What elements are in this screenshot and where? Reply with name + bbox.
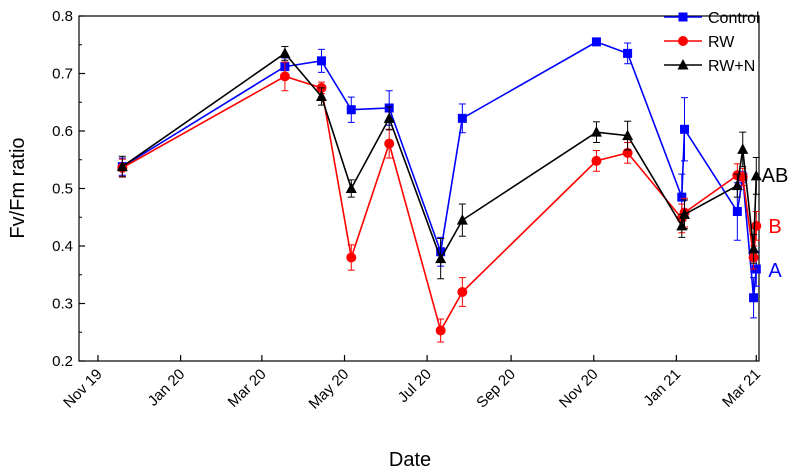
data-point: [279, 71, 290, 82]
data-point: [457, 113, 467, 123]
significance-letter: A: [768, 260, 782, 282]
data-point: [677, 192, 687, 202]
data-point: [384, 138, 395, 149]
y-axis-title: Fv/Fm ratio: [7, 137, 29, 238]
data-point: [591, 37, 601, 47]
legend-label: RW+N: [708, 58, 755, 75]
data-point: [750, 169, 762, 181]
y-tick-label: 0.5: [52, 181, 73, 198]
data-point: [751, 220, 762, 231]
legend-marker: [677, 59, 689, 70]
data-point: [737, 143, 749, 154]
plot-area: [78, 15, 760, 362]
data-point: [435, 325, 446, 336]
x-tick-label: Jan 20: [145, 366, 189, 410]
data-point: [679, 124, 689, 134]
data-point: [749, 293, 759, 303]
y-axis: 0.2 0.3 0.4 0.5 0.6 0.7 0.8: [52, 8, 85, 370]
legend-item: Control: [664, 10, 760, 27]
data-point: [383, 112, 395, 123]
data-point: [748, 242, 760, 254]
legend-marker: [678, 12, 688, 22]
x-tick-label: Sep 20: [473, 366, 519, 412]
data-point: [678, 208, 690, 219]
legend-item: RW+N: [664, 58, 755, 75]
data-point: [116, 160, 128, 172]
data-point: [345, 182, 357, 193]
y-tick-label: 0.7: [52, 66, 73, 83]
y-tick-label: 0.6: [52, 123, 73, 140]
significance-letters: AB BA: [762, 165, 789, 282]
data-point: [435, 252, 447, 264]
data-point: [315, 90, 327, 101]
x-tick-label: Mar 21: [719, 366, 764, 411]
data-point: [346, 105, 356, 115]
data-point: [346, 252, 357, 263]
x-tick-label: Jul 20: [395, 366, 435, 406]
data-point: [316, 56, 326, 66]
significance-letter: AB: [762, 165, 789, 187]
legend-item: RW: [664, 34, 735, 51]
x-axis-title: Date: [389, 449, 431, 471]
y-tick-label: 0.2: [52, 353, 73, 370]
data-point: [591, 155, 602, 166]
data-point: [732, 207, 742, 216]
data-point: [279, 47, 291, 58]
data-point: [457, 287, 468, 297]
data-point: [590, 126, 602, 137]
data-point: [676, 219, 688, 231]
y-tick-label: 0.3: [52, 296, 73, 313]
legend-label: RW: [708, 34, 735, 51]
legend: Control RW RW+N: [664, 10, 760, 75]
x-tick-label: Nov 20: [556, 366, 602, 412]
y-tick-label: 0.4: [52, 238, 73, 255]
series-rw-n: [116, 45, 762, 280]
data-point: [731, 179, 743, 191]
series-layer: [116, 37, 762, 343]
legend-label: Control: [708, 10, 760, 27]
y-tick-label: 0.8: [52, 8, 73, 25]
data-point: [456, 214, 468, 225]
data-point: [623, 48, 633, 58]
significance-letter: B: [768, 216, 781, 238]
x-tick-label: May 20: [306, 366, 353, 413]
data-point: [622, 129, 634, 141]
x-axis: Nov 19 Jan 20 Mar 20 May 20 Jul 20 Sep 20 Nov …: [60, 355, 764, 413]
x-tick-label: Jan 21: [640, 366, 684, 410]
x-tick-label: Mar 20: [225, 366, 270, 411]
legend-marker: [678, 36, 688, 46]
x-tick-label: Nov 19: [60, 366, 106, 412]
